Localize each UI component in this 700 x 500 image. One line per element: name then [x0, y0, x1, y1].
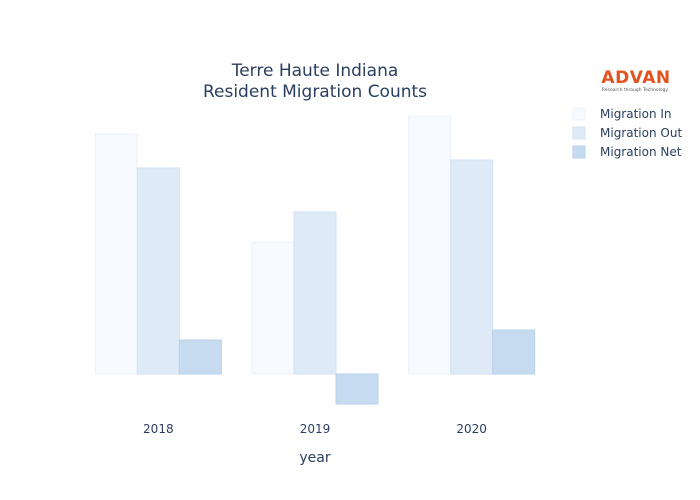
legend-swatch-migration-net[interactable] [572, 145, 586, 159]
legend-label-migration-net[interactable]: Migration Net [600, 145, 682, 159]
bar-migration-in-2020 [408, 115, 452, 375]
bar-migration-in-2019 [251, 241, 295, 375]
bar-migration-out-2019 [293, 211, 337, 375]
x-axis: 2018 2019 2020 [143, 422, 487, 436]
legend-label-migration-in[interactable]: Migration In [600, 107, 672, 121]
plot-area [94, 115, 536, 405]
bar-migration-net-2018 [178, 339, 222, 375]
advan-logo: ADVAN Research through Technology [601, 68, 670, 93]
bar-migration-net-2019 [335, 373, 379, 405]
legend-swatch-migration-out[interactable] [572, 126, 586, 140]
bar-migration-net-2020 [492, 329, 536, 375]
logo-wordmark: ADVAN [601, 68, 670, 88]
chart-title-line-2: Resident Migration Counts [203, 82, 427, 102]
x-tick-label-2018: 2018 [143, 422, 174, 436]
logo-tagline: Research through Technology [602, 87, 669, 93]
legend-label-migration-out[interactable]: Migration Out [600, 126, 682, 140]
legend-swatch-migration-in[interactable] [572, 107, 586, 121]
bar-migration-out-2020 [450, 159, 494, 375]
legend: Migration In Migration Out Migration Net [572, 107, 682, 159]
x-tick-label-2020: 2020 [456, 422, 487, 436]
chart-title-line-1: Terre Haute Indiana [231, 61, 399, 81]
bar-migration-out-2018 [136, 167, 180, 375]
x-axis-title: year [299, 450, 330, 466]
x-tick-label-2019: 2019 [300, 422, 331, 436]
bar-migration-in-2018 [94, 133, 138, 375]
